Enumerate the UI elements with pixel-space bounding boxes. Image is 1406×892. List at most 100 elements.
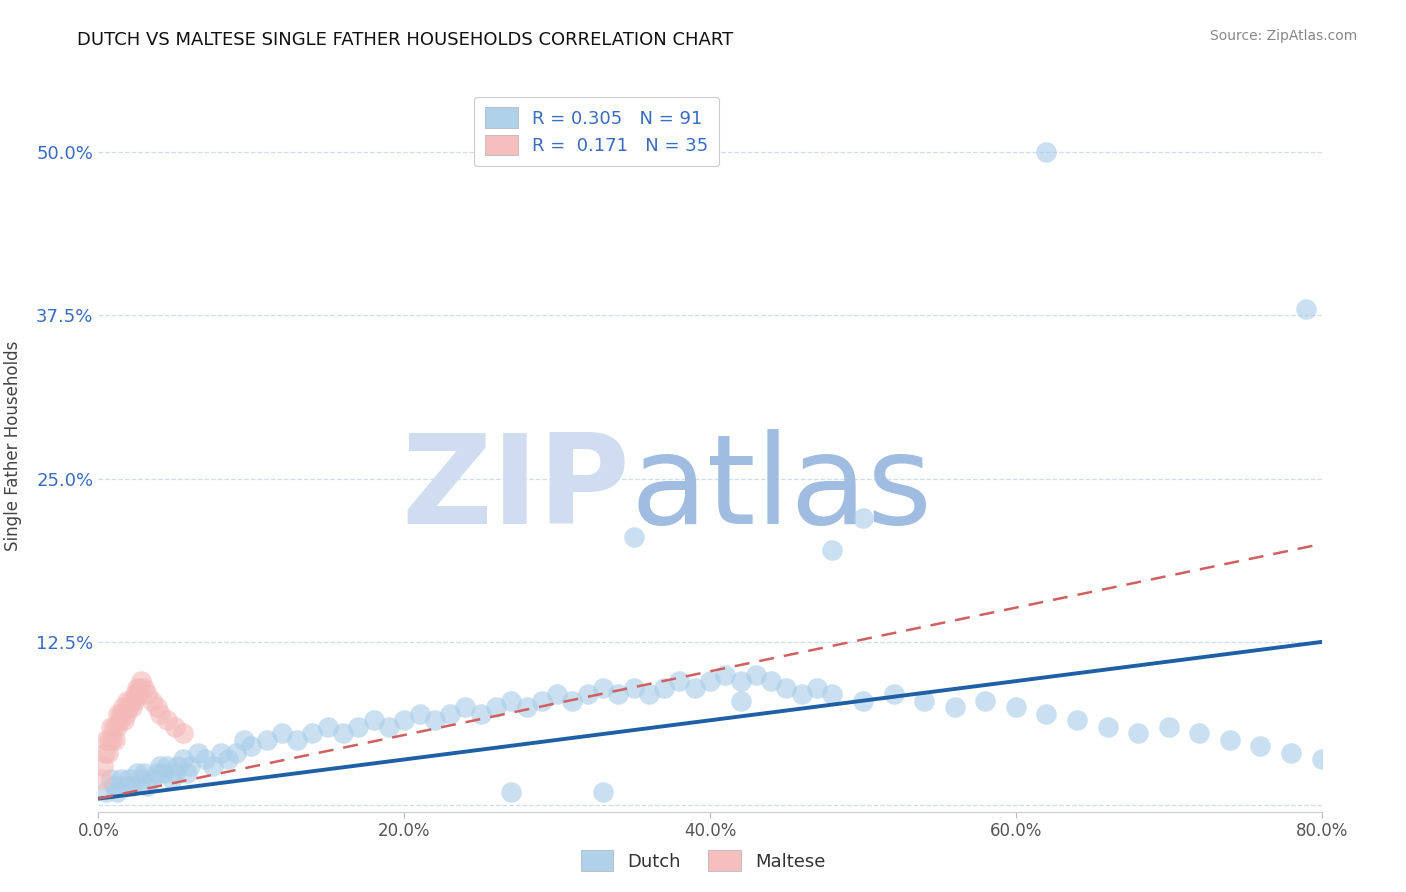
Point [1295,301,1317,316]
Point [91,759,114,773]
Point [1157,720,1180,734]
Point [637,687,661,701]
Point [156,759,179,773]
Legend: Dutch, Maltese: Dutch, Maltese [574,843,832,879]
Point [125,681,148,695]
Point [285,732,308,747]
Point [134,681,156,695]
Point [607,687,630,701]
Point [124,687,146,701]
Point [179,759,201,773]
Point [378,720,401,734]
Point [141,772,163,786]
Point [623,681,645,695]
Point [392,714,416,728]
Point [134,765,156,780]
Point [128,681,150,695]
Point [1004,700,1026,714]
Point [592,681,614,695]
Point [301,726,323,740]
Point [1097,720,1119,734]
Point [136,779,159,793]
Point [592,785,614,799]
Point [699,674,721,689]
Point [974,694,997,708]
Point [256,732,278,747]
Point [172,726,194,740]
Point [1249,739,1271,754]
Point [912,694,935,708]
Point [110,772,132,786]
Point [94,785,117,799]
Point [122,694,145,708]
Point [172,752,194,766]
Point [806,681,828,695]
Point [152,765,174,780]
Text: ZIP: ZIP [402,429,630,550]
Point [141,694,163,708]
Point [115,706,138,721]
Point [105,720,128,734]
Point [103,779,125,793]
Point [347,720,370,734]
Point [561,694,583,708]
Point [125,765,148,780]
Point [129,674,152,689]
Point [163,720,186,734]
Point [118,700,141,714]
Point [1310,752,1333,766]
Point [1188,726,1211,740]
Point [530,694,553,708]
Point [546,687,568,701]
Point [485,700,508,714]
Point [332,726,354,740]
Point [176,765,198,780]
Point [668,674,690,689]
Point [1219,732,1241,747]
Point [105,785,128,799]
Text: Source: ZipAtlas.com: Source: ZipAtlas.com [1209,29,1357,43]
Point [100,720,122,734]
Point [202,759,225,773]
Point [790,687,813,701]
Point [110,706,132,721]
Point [1066,714,1088,728]
Point [145,765,167,780]
Point [652,681,675,695]
Point [117,694,139,708]
Point [439,706,461,721]
Point [821,687,844,701]
Point [232,732,254,747]
Point [1128,726,1150,740]
Point [423,714,446,728]
Point [156,714,179,728]
Point [90,772,112,786]
Point [240,739,263,754]
Point [93,746,115,760]
Point [108,714,131,728]
Y-axis label: Single Father Households: Single Father Households [4,341,22,551]
Point [217,752,239,766]
Point [852,694,875,708]
Point [1279,746,1302,760]
Text: DUTCH VS MALTESE SINGLE FATHER HOUSEHOLDS CORRELATION CHART: DUTCH VS MALTESE SINGLE FATHER HOUSEHOLD… [77,31,734,49]
Point [821,543,844,558]
Point [121,779,143,793]
Point [160,772,183,786]
Point [470,706,492,721]
Point [576,687,599,701]
Point [118,772,141,786]
Point [121,700,143,714]
Point [111,700,134,714]
Point [187,746,209,760]
Point [270,726,292,740]
Point [103,720,125,734]
Point [98,732,121,747]
Point [408,706,430,721]
Point [97,746,120,760]
Point [316,720,339,734]
Point [501,785,523,799]
Point [852,511,875,525]
Point [194,752,217,766]
Point [129,772,152,786]
